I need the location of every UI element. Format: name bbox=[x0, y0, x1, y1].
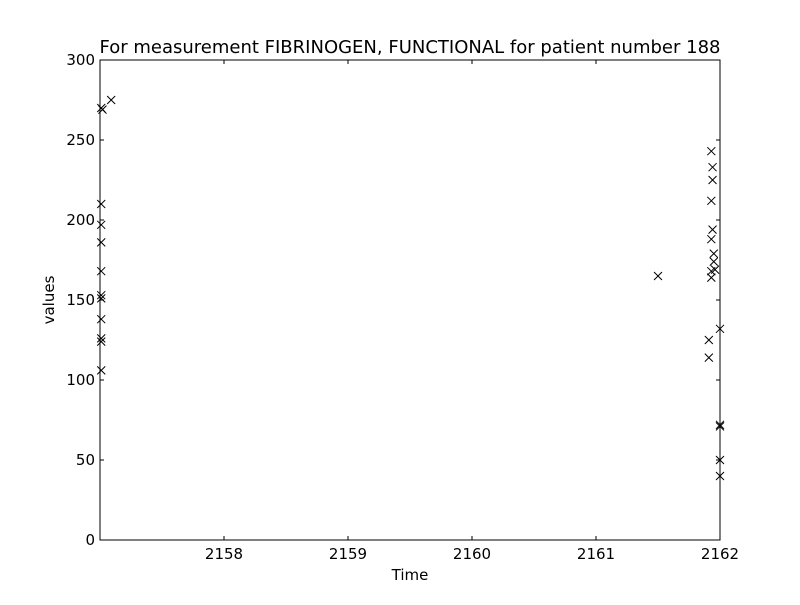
data-point bbox=[96, 314, 106, 324]
y-tick-label: 50 bbox=[76, 451, 95, 469]
data-point bbox=[96, 290, 106, 300]
data-point bbox=[96, 266, 106, 276]
y-tick-label: 200 bbox=[66, 211, 95, 229]
y-axis-label: values bbox=[40, 275, 58, 324]
x-tick-label: 2160 bbox=[453, 545, 491, 563]
y-tick-label: 300 bbox=[66, 51, 95, 69]
y-tick-label: 250 bbox=[66, 131, 95, 149]
data-point bbox=[706, 146, 716, 156]
data-point bbox=[106, 95, 116, 105]
data-point bbox=[706, 273, 716, 282]
y-tick-label: 0 bbox=[85, 531, 95, 549]
y-tick-label: 100 bbox=[66, 371, 95, 389]
x-tick-label: 2162 bbox=[701, 545, 739, 563]
y-tick-label: 150 bbox=[66, 291, 95, 309]
data-point bbox=[708, 162, 717, 172]
x-tick-label: 2161 bbox=[577, 545, 615, 563]
axis-ticks: 2158 2159 2160 2161 2162 0 50 100 150 200 250 300 bbox=[66, 51, 739, 563]
data-point bbox=[96, 220, 106, 230]
data-point bbox=[96, 294, 106, 303]
chart-title: For measurement FIBRINOGEN, FUNCTIONAL f… bbox=[100, 37, 721, 58]
data-point bbox=[709, 257, 719, 266]
data-point bbox=[96, 337, 106, 346]
data-point bbox=[706, 266, 716, 276]
data-point bbox=[96, 199, 106, 209]
data-point bbox=[706, 234, 716, 244]
x-tick-label: 2159 bbox=[329, 545, 367, 563]
data-point bbox=[708, 225, 717, 234]
data-point bbox=[704, 335, 714, 345]
data-point bbox=[704, 353, 714, 362]
data-point bbox=[96, 334, 106, 343]
x-axis-label: Time bbox=[391, 566, 429, 584]
data-point bbox=[96, 366, 106, 375]
data-point bbox=[653, 271, 663, 281]
plot-frame bbox=[99, 59, 721, 541]
data-point bbox=[709, 249, 719, 258]
x-tick-label: 2158 bbox=[205, 545, 243, 563]
data-points bbox=[96, 95, 725, 481]
data-point bbox=[708, 175, 717, 185]
data-point bbox=[706, 196, 716, 206]
data-point bbox=[96, 238, 106, 247]
